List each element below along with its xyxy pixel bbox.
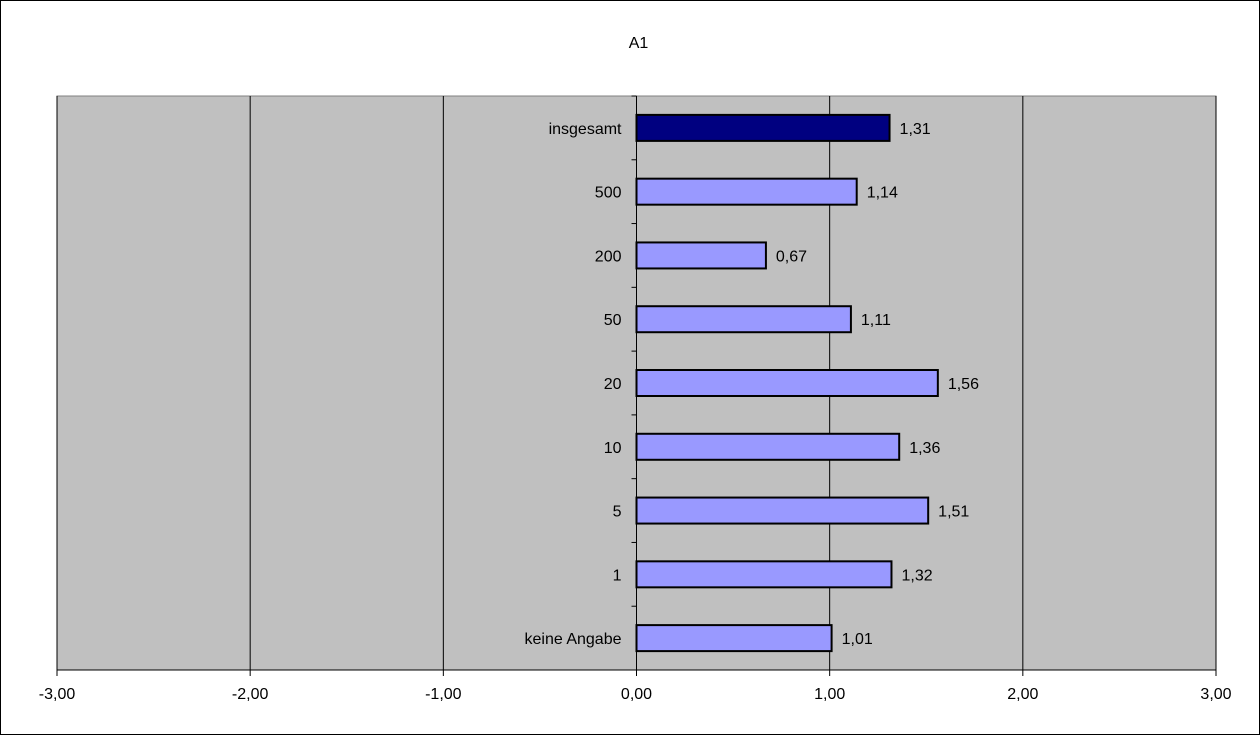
data-label: 1,14 [867,185,898,202]
data-label: 1,36 [909,440,940,457]
bar [635,624,833,653]
bar [635,369,939,397]
x-tick-label: -3,00 [39,686,76,703]
category-label: 20 [604,376,622,393]
category-label: 200 [595,248,622,265]
data-label: 1,11 [861,312,891,329]
bar [635,177,858,206]
category-label: keine Angabe [525,631,622,648]
x-tick-label: 0,00 [621,686,652,703]
category-label: 5 [613,504,622,521]
x-tick-label: -2,00 [232,686,269,703]
data-label: 0,67 [776,248,807,265]
data-label: 1,01 [842,631,873,648]
data-label: 1,32 [901,567,932,584]
bar [635,432,901,461]
bar [635,241,767,270]
bar [635,113,891,142]
bar [635,305,852,334]
category-label: 50 [604,312,622,329]
axes [56,95,1217,676]
x-tick-label: 1,00 [814,686,845,703]
category-label: 10 [604,440,622,457]
x-tick-label: -1,00 [425,686,462,703]
data-label: 1,51 [938,504,969,521]
bar [635,496,930,525]
category-label: 1 [613,567,622,584]
data-label: 1,31 [900,121,931,138]
bars [635,113,939,653]
bar [635,560,893,589]
chart-title: A1 [629,35,649,52]
labels: -3,00 -2,00 -1,00 0,00 1,00 2,00 3,00 insgesamt… [39,121,1232,703]
category-label: 500 [595,185,622,202]
data-label: 1,56 [948,376,979,393]
x-tick-label: 3,00 [1200,686,1231,703]
x-tick-label: 2,00 [1007,686,1038,703]
category-label: insgesamt [549,121,622,138]
